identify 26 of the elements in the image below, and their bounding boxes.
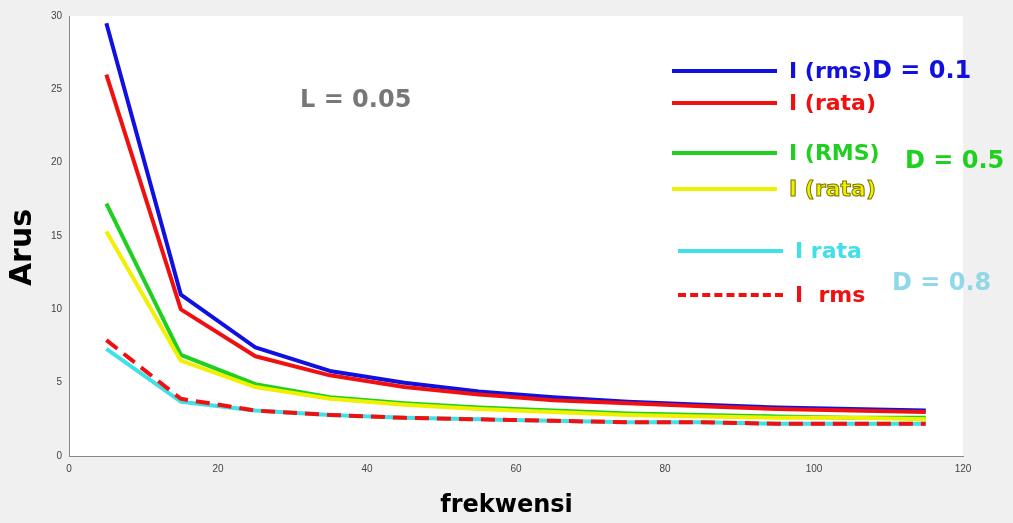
y-tick-label: 15 — [51, 229, 63, 241]
x-tick-label: 20 — [212, 462, 225, 474]
legend-label: I rata — [795, 238, 862, 263]
y-tick-label: 0 — [56, 449, 63, 461]
legend-label: I (RMS) — [789, 140, 880, 165]
y-tick-label: 5 — [56, 376, 63, 388]
annotation: L = 0.05 — [300, 85, 412, 113]
legend-label: I (rata) — [789, 176, 877, 201]
y-axis-title: Arus — [3, 208, 39, 287]
legend-label: I rms — [795, 282, 866, 307]
legend-label: I (rms) — [789, 58, 872, 83]
x-tick-label: 40 — [361, 462, 374, 474]
annotation: D = 0.8 — [892, 268, 992, 296]
x-tick-label: 100 — [805, 462, 823, 474]
x-tick-label: 120 — [954, 462, 972, 474]
x-tick-label: 60 — [510, 462, 523, 474]
y-tick-label: 25 — [51, 83, 63, 95]
annotation: D = 0.5 — [905, 146, 1005, 174]
y-tick-label: 10 — [51, 303, 63, 315]
x-tick-label: 0 — [66, 462, 73, 474]
legend-label: I (rata) — [789, 90, 877, 115]
y-tick-label: 20 — [51, 156, 63, 168]
x-axis-title: frekwensi — [439, 490, 574, 518]
x-tick-label: 80 — [659, 462, 672, 474]
annotation: D = 0.1 — [872, 56, 972, 84]
y-tick-label: 30 — [51, 9, 63, 21]
